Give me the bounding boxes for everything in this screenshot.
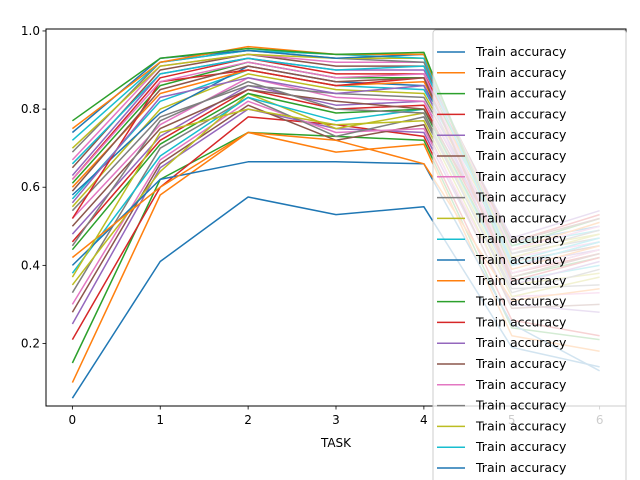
- legend-label: Train accuracy: [475, 398, 567, 413]
- x-tick-label: 3: [332, 413, 340, 427]
- legend-label: Train accuracy: [475, 314, 567, 329]
- legend-label: Train accuracy: [475, 252, 567, 267]
- y-tick-label: 0.6: [21, 180, 40, 194]
- y-tick-label: 0.2: [21, 336, 40, 350]
- x-tick-label: 2: [244, 413, 252, 427]
- legend-label: Train accuracy: [475, 210, 567, 225]
- legend: Train accuracy Train accuracy Train accura…: [432, 29, 627, 480]
- legend-label: Train accuracy: [475, 65, 567, 80]
- legend-label: Train accuracy: [475, 460, 567, 475]
- y-tick-label: 0.4: [21, 258, 40, 272]
- legend-label: Train accuracy: [475, 418, 567, 433]
- legend-label: Train accuracy: [475, 335, 567, 350]
- legend-label: Train accuracy: [475, 294, 567, 309]
- y-tick-label: 1.0: [21, 24, 40, 38]
- legend-box: [432, 29, 627, 480]
- legend-label: Train accuracy: [475, 231, 567, 246]
- legend-label: Train accuracy: [475, 356, 567, 371]
- x-tick-label: 1: [156, 413, 164, 427]
- y-axis: 0.2 0.4 0.6 0.8 1.0: [21, 24, 46, 350]
- y-tick-label: 0.8: [21, 102, 40, 116]
- legend-label: Train accuracy: [475, 148, 567, 163]
- x-tick-label: 4: [420, 413, 428, 427]
- legend-label: Train accuracy: [475, 127, 567, 142]
- legend-label: Train accuracy: [475, 190, 567, 205]
- legend-label: Train accuracy: [475, 169, 567, 184]
- legend-label: Train accuracy: [475, 439, 567, 454]
- legend-label: Train accuracy: [475, 273, 567, 288]
- legend-label: Train accuracy: [475, 86, 567, 101]
- x-axis-label: TASK: [320, 436, 352, 450]
- legend-label: Train accuracy: [475, 106, 567, 121]
- legend-label: Train accuracy: [475, 377, 567, 392]
- x-tick-label: 0: [69, 413, 77, 427]
- legend-label: Train accuracy: [475, 44, 567, 59]
